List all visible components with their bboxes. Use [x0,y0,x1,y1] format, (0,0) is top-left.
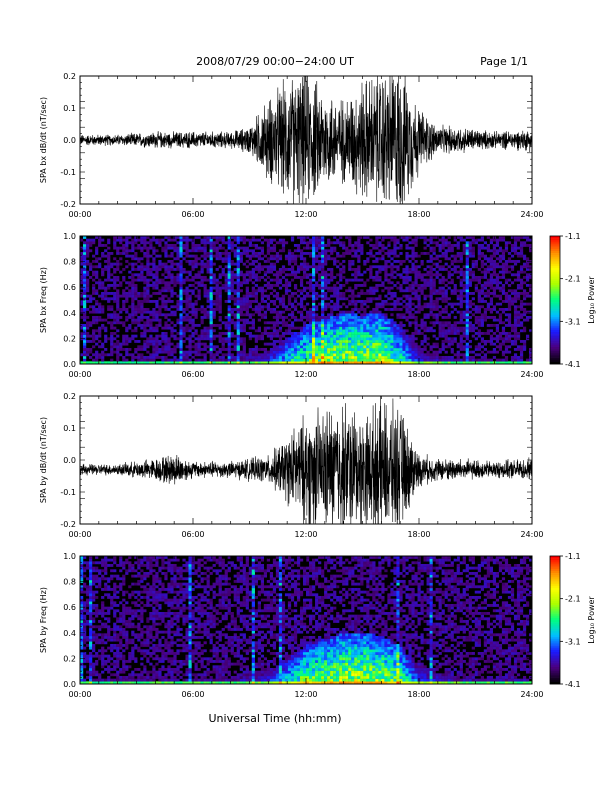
by-spectrogram-panel: -1.1 -2.1 -3.1 -4.1 Log₁₀ Power 00:00 06:00 12:… [39,552,596,699]
x-tick-label: 24:00 [520,370,543,379]
x-tick-label: 24:00 [520,530,543,539]
x-tick-label: 12:00 [294,210,317,219]
x-tick-label: 06:00 [181,690,204,699]
x-tick-label: 00:00 [68,210,91,219]
y-axis-label: SPA bx Freq (Hz) [39,267,48,333]
colorbar-tick-label: -4.1 [565,680,581,689]
y-tick-label: 1.0 [63,552,76,561]
y-tick-label: 0.0 [63,680,76,689]
y-tick-label: 0.1 [63,424,76,433]
y-tick-label: 0.6 [63,603,76,612]
y-tick-label: 0.2 [63,72,76,81]
x-tick-label: 18:00 [407,690,430,699]
y-tick-label: 0.0 [63,360,76,369]
colorbar-label: Log₁₀ Power [587,276,596,324]
y-tick-label: 1.0 [63,232,76,241]
page-title: 2008/07/29 00:00−24:00 UT [196,55,354,68]
y-tick-label: 0.1 [63,104,76,113]
bx-spectrogram-panel: -1.1 -2.1 -3.1 -4.1 Log₁₀ Power 00:00 06:00 12:… [39,232,596,379]
x-tick-label: 12:00 [294,690,317,699]
y-tick-label: 0.0 [63,136,76,145]
colorbar-tick-label: -4.1 [565,360,581,369]
bx-waveform-trace [80,76,532,204]
y-tick-label: 0.2 [63,392,76,401]
y-tick-label: 0.8 [63,578,76,587]
y-tick-label: 0.4 [63,309,76,318]
y-tick-label: 0.4 [63,629,76,638]
bx-spectrogram-colorbar: -1.1 -2.1 -3.1 -4.1 Log₁₀ Power [549,232,596,369]
x-tick-label: 06:00 [181,530,204,539]
x-tick-label: 06:00 [181,210,204,219]
x-tick-label: 12:00 [294,530,317,539]
x-axis-label: Universal Time (hh:mm) [209,712,342,725]
y-tick-label: 0.2 [63,654,76,663]
y-axis-label: SPA by dB/dt (nT/sec) [39,417,48,503]
y-tick-label: 0.6 [63,283,76,292]
y-tick-label: -0.1 [60,488,76,497]
by-spectrogram-colorbar: -1.1 -2.1 -3.1 -4.1 Log₁₀ Power [549,552,596,689]
by-spectrogram-heatmap [80,556,532,684]
x-tick-label: 24:00 [520,690,543,699]
colorbar-tick-label: -1.1 [565,232,581,241]
y-tick-label: -0.2 [60,520,76,529]
y-tick-label: 0.8 [63,258,76,267]
y-tick-label: 0.2 [63,334,76,343]
x-tick-label: 00:00 [68,530,91,539]
x-tick-label: 18:00 [407,530,430,539]
colorbar-label: Log₁₀ Power [587,596,596,644]
colorbar-tick-label: -2.1 [565,275,581,284]
x-tick-label: 12:00 [294,370,317,379]
colorbar-tick-label: -3.1 [565,317,581,326]
plot-panels: 00:00 06:00 12:00 18:00 24:00 -0.2 -0.1 0.0 0.1 0… [39,72,596,699]
colorbar-tick-label: -1.1 [565,552,581,561]
page-number: Page 1/1 [480,55,528,68]
bx-waveform-panel: 00:00 06:00 12:00 18:00 24:00 -0.2 -0.1 0.0 0.1 0… [39,72,544,219]
y-tick-label: -0.1 [60,168,76,177]
x-tick-label: 18:00 [407,370,430,379]
y-tick-label: 0.0 [63,456,76,465]
x-tick-label: 00:00 [68,370,91,379]
bx-spectrogram-heatmap [80,236,532,364]
by-waveform-trace [80,396,532,524]
colorbar-tick-label: -3.1 [565,637,581,646]
x-tick-label: 00:00 [68,690,91,699]
x-tick-label: 18:00 [407,210,430,219]
x-tick-label: 24:00 [520,210,543,219]
y-axis-label: SPA by Freq (Hz) [39,587,48,653]
y-axis-label: SPA bx dB/dt (nT/sec) [39,97,48,183]
colorbar-tick-label: -2.1 [565,595,581,604]
x-tick-label: 06:00 [181,370,204,379]
by-waveform-panel: 00:00 06:00 12:00 18:00 24:00 -0.2 -0.1 0.0 0.1 0… [39,392,544,539]
y-tick-label: -0.2 [60,200,76,209]
